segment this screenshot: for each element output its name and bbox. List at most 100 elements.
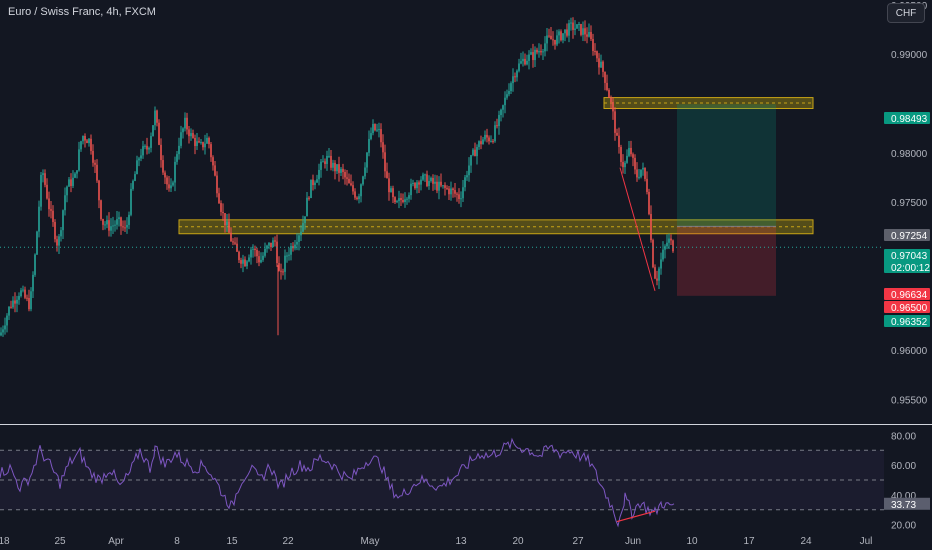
candle-body: [402, 200, 404, 202]
candle-body: [450, 188, 452, 195]
candle-body: [36, 231, 38, 255]
candle-body: [460, 198, 462, 200]
candle-body: [50, 209, 52, 211]
candle-body: [88, 138, 90, 144]
candle-body: [286, 255, 288, 257]
candle-body: [376, 129, 378, 131]
candle-body: [52, 210, 54, 223]
candle-body: [38, 206, 40, 232]
candle-body: [426, 174, 428, 187]
candle-body: [74, 173, 76, 178]
candle-body: [22, 289, 24, 291]
candle-body: [236, 243, 238, 252]
candle-body: [46, 184, 48, 199]
candle-body: [420, 179, 422, 185]
candle-body: [658, 268, 660, 281]
price-badge-text: 0.96500: [891, 303, 928, 314]
candle-body: [182, 128, 184, 133]
candle-body: [550, 35, 552, 40]
candle-body: [622, 161, 624, 168]
currency-button[interactable]: CHF: [887, 3, 925, 23]
candle-body: [536, 49, 538, 53]
candle-body: [614, 111, 616, 133]
candle-body: [174, 161, 176, 183]
candle-body: [630, 147, 632, 155]
candle-body: [68, 179, 70, 187]
candle-body: [554, 39, 556, 45]
position-tool[interactable]: [677, 104, 776, 296]
candle-body: [266, 245, 268, 249]
candle-body: [242, 259, 244, 264]
candle-body: [130, 188, 132, 215]
candle-body: [284, 255, 286, 272]
candle-body: [0, 332, 2, 336]
rsi-tick-label: 20.00: [891, 521, 916, 532]
candle-body: [198, 141, 200, 143]
candle-body: [424, 174, 426, 176]
candle-body: [110, 226, 112, 231]
candle-body: [590, 32, 592, 40]
time-tick-label: 22: [282, 536, 294, 547]
candle-body: [254, 248, 256, 251]
candle-body: [670, 238, 672, 241]
candle-body: [142, 146, 144, 156]
candle-body: [644, 167, 646, 179]
candle-body: [124, 227, 126, 229]
candle-body: [120, 217, 122, 227]
candle-body: [132, 180, 134, 189]
candle-body: [214, 165, 216, 176]
candle-body: [348, 178, 350, 184]
candle-body: [188, 129, 190, 137]
price-badge: [884, 249, 930, 273]
candle-body: [604, 71, 606, 83]
candle-body: [168, 184, 170, 189]
candle-body: [558, 31, 560, 36]
candle-body: [102, 219, 104, 225]
candle-body: [356, 197, 358, 200]
candle-body: [502, 105, 504, 110]
candle-body: [594, 51, 596, 53]
candle-body: [588, 32, 590, 37]
candle-body: [78, 149, 80, 171]
candle-body: [514, 76, 516, 78]
candle-body: [8, 306, 10, 316]
price-badge-text: 0.98493: [891, 114, 928, 125]
candle-body: [618, 135, 620, 147]
candle-body: [144, 145, 146, 147]
price-badge-text: 0.97254: [891, 231, 928, 242]
candle-body: [332, 162, 334, 168]
candle-body: [92, 150, 94, 163]
candle-body: [384, 152, 386, 172]
candle-body: [114, 224, 116, 226]
candle-body: [100, 200, 102, 220]
candle-body: [532, 52, 534, 61]
candle-body: [530, 52, 532, 55]
candle-body: [372, 123, 374, 134]
candle-body: [312, 179, 314, 186]
candle-body: [200, 142, 202, 144]
candle-body: [560, 31, 562, 41]
candle-body: [94, 162, 96, 165]
rsi-tick-label: 60.00: [891, 461, 916, 472]
candle-body: [76, 170, 78, 174]
candle-body: [108, 220, 110, 231]
price-tick-label: 0.95500: [891, 395, 928, 406]
candle-body: [316, 179, 318, 183]
candle-body: [438, 181, 440, 191]
candle-body: [592, 39, 594, 52]
candle-body: [452, 188, 454, 191]
candle-body: [122, 226, 124, 228]
candle-body: [506, 94, 508, 98]
candle-body: [648, 191, 650, 214]
candle-body: [64, 195, 66, 211]
candle-body: [602, 61, 604, 72]
candle-body: [666, 242, 668, 247]
time-tick-label: 10: [686, 536, 698, 547]
candle-body: [118, 217, 120, 220]
candle-body: [440, 181, 442, 186]
candle-body: [442, 185, 444, 187]
candle-body: [104, 224, 106, 226]
candle-body: [412, 182, 414, 184]
candle-body: [318, 169, 320, 180]
